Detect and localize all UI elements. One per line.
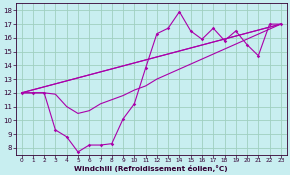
X-axis label: Windchill (Refroidissement éolien,°C): Windchill (Refroidissement éolien,°C) (75, 164, 228, 172)
